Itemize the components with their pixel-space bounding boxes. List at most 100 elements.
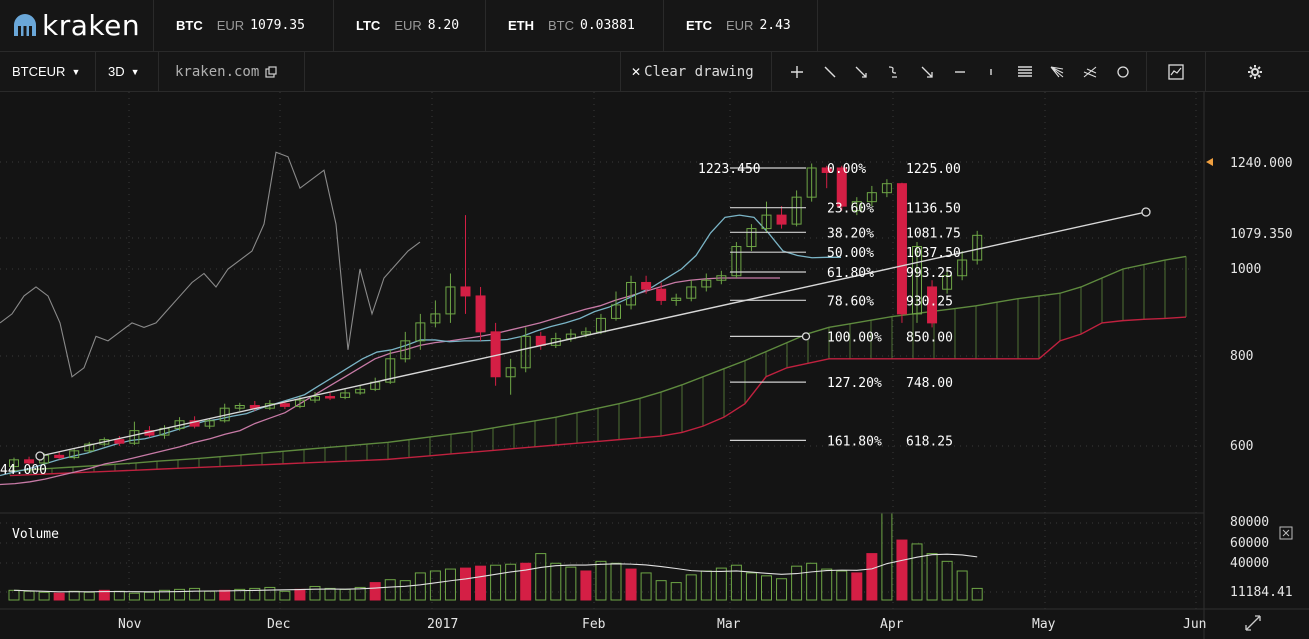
- collapse-volume-button[interactable]: [1279, 526, 1293, 540]
- logo-text: kraken: [42, 8, 141, 42]
- kraken-logo-icon: [14, 14, 36, 36]
- ticker-price: 1079.35: [250, 18, 305, 33]
- indicators-button-icon[interactable]: [1146, 52, 1206, 91]
- left-price-label: 44.000: [0, 463, 47, 478]
- horizontal-line-tool-icon[interactable]: [945, 52, 975, 91]
- volume-axis-label: 40000: [1230, 556, 1269, 571]
- ticker-symbol: ETC: [686, 18, 712, 33]
- candle-up: [234, 404, 245, 409]
- volume-bar-down: [475, 565, 487, 601]
- volume-bar-down: [460, 567, 471, 601]
- volume-bar-up: [670, 582, 682, 601]
- clear-drawing-label: Clear drawing: [644, 63, 754, 80]
- candle-up: [611, 304, 621, 319]
- volume-bar-down: [896, 539, 908, 601]
- site-link[interactable]: kraken.com: [159, 52, 305, 91]
- volume-bar-up: [565, 566, 577, 601]
- top-bar: kraken BTC EUR 1079.35 LTC EUR 8.20 ETH …: [0, 0, 1309, 52]
- fib-level-percent: 23.60%: [827, 202, 874, 217]
- candle-up: [866, 192, 877, 203]
- site-link-text: kraken.com: [175, 63, 260, 80]
- candlesticks: [9, 163, 983, 471]
- fib-level-price: 930.25: [906, 294, 953, 309]
- ticker-currency: EUR: [394, 18, 422, 33]
- volume-title: Volume: [12, 527, 59, 542]
- time-axis-label: Jun: [1183, 617, 1206, 632]
- chart-grid: [0, 92, 1204, 609]
- candle-up: [851, 201, 862, 212]
- candle-up: [626, 281, 637, 306]
- volume-bar-up: [610, 562, 622, 601]
- volume-bar-up: [279, 590, 291, 601]
- fib-level-percent: 100.00%: [827, 330, 882, 345]
- time-axis-label: Nov: [118, 617, 142, 632]
- gear-icon[interactable]: [1240, 52, 1270, 91]
- ticker-btc[interactable]: BTC EUR 1079.35: [153, 0, 333, 51]
- fibonacci-tool-icon[interactable]: [1010, 52, 1040, 91]
- volume-bar-up: [941, 560, 953, 601]
- candle-up: [520, 335, 531, 369]
- close-icon: ✕: [631, 64, 642, 79]
- ticker-ltc[interactable]: LTC EUR 8.20: [333, 0, 485, 51]
- candle-up: [806, 167, 817, 198]
- vertical-line-tool-icon[interactable]: [976, 52, 1006, 91]
- ticker-symbol: BTC: [176, 18, 203, 33]
- fan-tool-icon[interactable]: [1042, 52, 1072, 91]
- fib-level-price: 1136.50: [906, 202, 961, 217]
- time-axis-label: Feb: [582, 617, 606, 632]
- volume-axis-label: 80000: [1230, 515, 1269, 530]
- ticker-eth[interactable]: ETH BTC 0.03881: [485, 0, 663, 51]
- curve-tool-icon[interactable]: [878, 52, 908, 91]
- interval-selector[interactable]: 3D ▼: [96, 52, 159, 91]
- fibonacci-retracement[interactable]: 0.00% 1225.00 23.60% 1136.50 38.20% 1081.75 50…: [730, 162, 961, 449]
- trendline-tool-icon[interactable]: [815, 52, 845, 91]
- candle-up: [99, 439, 110, 445]
- trend-line: [39, 211, 1147, 457]
- volume-bar-up: [113, 590, 125, 601]
- candle-down: [641, 281, 652, 290]
- candle-down: [475, 295, 486, 333]
- price-axis-label: 1000: [1230, 262, 1261, 277]
- candle-up: [580, 331, 591, 335]
- candle-down: [776, 214, 787, 225]
- volume-bar-up: [174, 588, 186, 601]
- ticker-currency: EUR: [726, 18, 754, 33]
- kraken-logo[interactable]: kraken: [12, 8, 140, 42]
- volume-bar-up: [83, 591, 95, 601]
- arrow-tool-icon[interactable]: [912, 52, 942, 91]
- pitchfork-tool-icon[interactable]: [1075, 52, 1105, 91]
- volume-bar-up: [956, 570, 968, 601]
- volume-bar-down: [580, 570, 592, 601]
- volume-axis-label: 60000: [1230, 536, 1269, 551]
- price-chart[interactable]: 0.00% 1225.00 23.60% 1136.50 38.20% 1081.75 50…: [0, 92, 1309, 639]
- candle-up: [69, 450, 80, 459]
- candle-down: [279, 403, 290, 407]
- candle-up: [550, 338, 561, 346]
- candle-up: [731, 246, 742, 277]
- crosshair-tool-icon[interactable]: [782, 52, 812, 91]
- volume-bar-down: [625, 568, 637, 601]
- volume-bar-up: [309, 585, 321, 601]
- candle-up: [400, 340, 411, 360]
- clear-drawing-button[interactable]: ✕ Clear drawing: [620, 52, 772, 91]
- circle-tool-icon[interactable]: [1108, 52, 1138, 91]
- volume-bar-up: [550, 562, 562, 601]
- candle-up: [957, 259, 968, 277]
- candle-down: [114, 439, 125, 444]
- volume-bar-up: [414, 572, 426, 601]
- volume-bar-up: [806, 562, 818, 601]
- volume-bar-up: [399, 580, 411, 601]
- candle-up: [881, 183, 892, 194]
- volume-bar-up: [68, 590, 80, 601]
- expand-icon[interactable]: [1245, 615, 1261, 631]
- volume-bar-up: [745, 572, 757, 601]
- volume-bar-up: [776, 578, 788, 601]
- ticker-etc[interactable]: ETC EUR 2.43: [663, 0, 818, 51]
- volume-bar-down: [98, 589, 110, 601]
- ticker-symbol: LTC: [356, 18, 381, 33]
- volume-bar-up: [384, 579, 396, 601]
- volume-bar-up: [640, 572, 652, 601]
- pair-selector[interactable]: BTCEUR ▼: [0, 52, 96, 91]
- volume-bar-up: [249, 587, 261, 601]
- ray-tool-icon[interactable]: [846, 52, 876, 91]
